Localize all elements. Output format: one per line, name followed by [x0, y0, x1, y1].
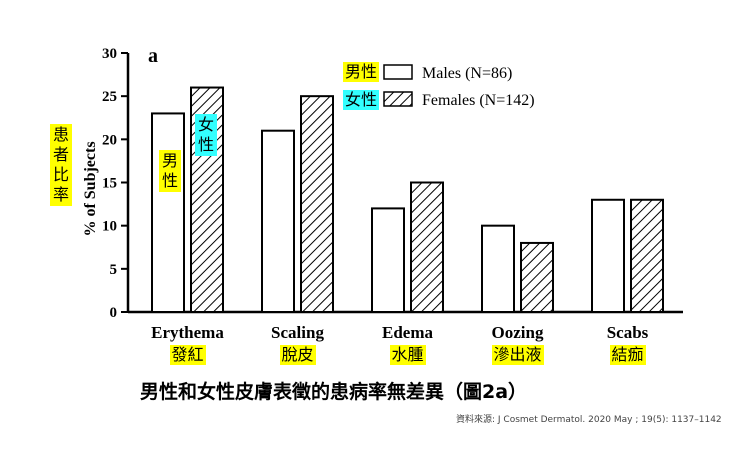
- source-citation: 資料來源: J Cosmet Dermatol. 2020 May ; 19(5…: [456, 415, 722, 425]
- x-tick-label: Scaling: [271, 323, 324, 342]
- legend-label-males: Males (N=86): [422, 65, 512, 82]
- y-tick-label: 15: [102, 176, 117, 192]
- legend-swatch-females: [383, 91, 413, 107]
- bar-males-edema: [371, 207, 405, 313]
- x-tick-label-zh: 脫皮: [279, 345, 316, 365]
- bar-females-oozing: [520, 241, 554, 313]
- legend-males-zh: 男性: [343, 62, 380, 82]
- bar-males-scabs: [591, 198, 625, 313]
- bars: [151, 86, 664, 314]
- legend-females-zh: 女性: [343, 90, 380, 110]
- bar-males-erythema: [151, 112, 185, 313]
- x-tick-label: Scabs: [607, 323, 649, 342]
- male-bar-annotation: 男性: [159, 150, 181, 192]
- y-axis-label: % of Subjects: [82, 141, 99, 236]
- x-tick-label-zh: 發紅: [169, 345, 206, 365]
- legend-swatch-males: [383, 64, 413, 80]
- figure-caption: 男性和女性皮膚表徵的患病率無差異（圖2a）: [140, 381, 528, 403]
- x-tick-label-zh: 結痂: [609, 345, 646, 365]
- x-tick-label: Oozing: [492, 323, 544, 342]
- x-tick-label-zh: 滲出液: [491, 345, 544, 365]
- panel-label: a: [148, 45, 158, 67]
- x-tick-label: Erythema: [151, 323, 224, 342]
- legend-label-females: Females (N=142): [422, 92, 535, 109]
- y-tick-label: 25: [102, 89, 117, 105]
- bar-females-scabs: [630, 198, 664, 313]
- x-tick-labels: Erythema Scaling Edema Oozing Scabs: [151, 323, 649, 342]
- bar-males-oozing: [481, 224, 515, 314]
- y-axis-label-zh: 患者比率: [50, 124, 72, 206]
- bar-chart: 0 5 10 15 20 25 30 Erythema Scaling Edema Oozing S…: [82, 45, 683, 342]
- x-tick-label-zh: 水腫: [389, 345, 426, 365]
- y-tick-label: 5: [110, 262, 118, 278]
- legend: Males (N=86) Females (N=142): [383, 64, 535, 109]
- x-tick-label: Edema: [382, 323, 434, 342]
- y-tick-label: 20: [102, 132, 117, 148]
- bar-males-scaling: [261, 129, 295, 313]
- bar-females-edema: [410, 181, 444, 313]
- y-tick-label: 10: [102, 219, 117, 235]
- y-tick-label: 30: [102, 46, 117, 62]
- y-tick-label: 0: [110, 305, 118, 321]
- bar-females-scaling: [300, 95, 334, 313]
- female-bar-annotation: 女性: [195, 114, 217, 156]
